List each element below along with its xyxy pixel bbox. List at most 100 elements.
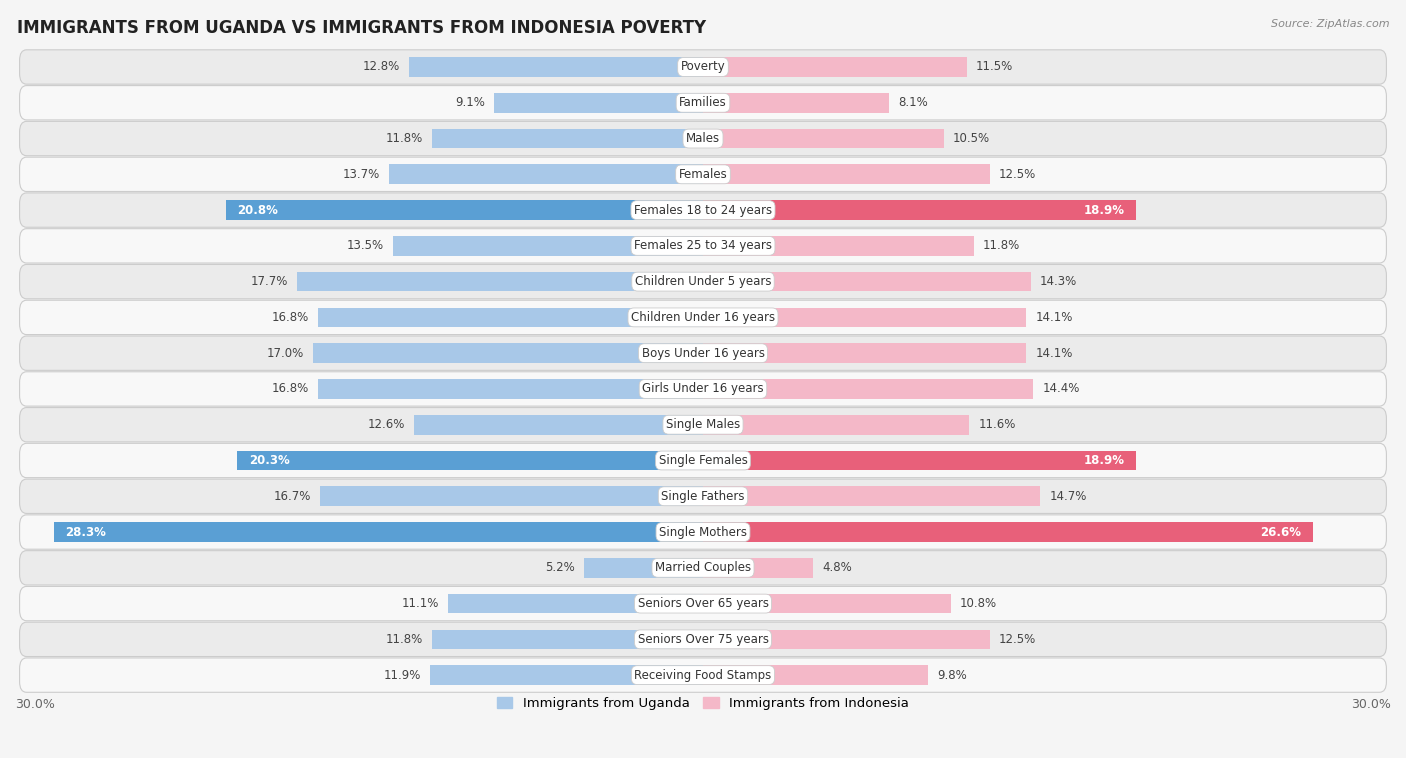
Text: 11.6%: 11.6%	[979, 418, 1015, 431]
FancyBboxPatch shape	[20, 515, 1386, 550]
FancyBboxPatch shape	[20, 587, 1386, 621]
Text: 14.1%: 14.1%	[1036, 311, 1073, 324]
Text: Children Under 5 years: Children Under 5 years	[634, 275, 772, 288]
Bar	[53, 522, 703, 542]
Bar	[409, 57, 703, 77]
Text: 8.1%: 8.1%	[898, 96, 928, 109]
Text: 14.3%: 14.3%	[1040, 275, 1077, 288]
Text: 26.6%: 26.6%	[1261, 525, 1302, 538]
FancyBboxPatch shape	[20, 622, 1386, 656]
Text: 10.5%: 10.5%	[953, 132, 990, 145]
Text: 17.0%: 17.0%	[267, 346, 304, 360]
Text: Boys Under 16 years: Boys Under 16 years	[641, 346, 765, 360]
Text: Girls Under 16 years: Girls Under 16 years	[643, 383, 763, 396]
Text: 12.6%: 12.6%	[367, 418, 405, 431]
Bar	[703, 164, 990, 184]
Text: 14.1%: 14.1%	[1036, 346, 1073, 360]
Text: 20.3%: 20.3%	[249, 454, 290, 467]
Text: 9.1%: 9.1%	[456, 96, 485, 109]
Text: Seniors Over 75 years: Seniors Over 75 years	[637, 633, 769, 646]
Text: 11.9%: 11.9%	[384, 669, 420, 681]
Bar	[703, 236, 973, 255]
Text: 9.8%: 9.8%	[936, 669, 967, 681]
FancyBboxPatch shape	[20, 479, 1386, 513]
Text: 11.8%: 11.8%	[387, 633, 423, 646]
Text: 30.0%: 30.0%	[1351, 698, 1391, 711]
Text: Single Mothers: Single Mothers	[659, 525, 747, 538]
Bar	[703, 308, 1026, 327]
FancyBboxPatch shape	[20, 86, 1386, 120]
Bar	[583, 558, 703, 578]
Text: 11.8%: 11.8%	[983, 240, 1019, 252]
Text: 16.7%: 16.7%	[273, 490, 311, 503]
Bar	[703, 93, 889, 113]
Bar	[433, 129, 703, 149]
FancyBboxPatch shape	[20, 193, 1386, 227]
Bar	[318, 379, 703, 399]
FancyBboxPatch shape	[20, 50, 1386, 84]
Bar	[495, 93, 703, 113]
Text: 10.8%: 10.8%	[960, 597, 997, 610]
Bar	[314, 343, 703, 363]
Text: 30.0%: 30.0%	[15, 698, 55, 711]
Text: 13.7%: 13.7%	[343, 168, 380, 181]
Text: 14.4%: 14.4%	[1042, 383, 1080, 396]
Text: 18.9%: 18.9%	[1084, 454, 1125, 467]
Text: 12.5%: 12.5%	[998, 633, 1036, 646]
Text: 20.8%: 20.8%	[238, 204, 278, 217]
Text: Seniors Over 65 years: Seniors Over 65 years	[637, 597, 769, 610]
Bar	[703, 343, 1026, 363]
FancyBboxPatch shape	[20, 550, 1386, 585]
Bar	[297, 272, 703, 292]
Bar	[703, 272, 1031, 292]
Bar	[321, 487, 703, 506]
Text: 16.8%: 16.8%	[271, 383, 308, 396]
FancyBboxPatch shape	[20, 371, 1386, 406]
Bar	[703, 558, 813, 578]
FancyBboxPatch shape	[20, 443, 1386, 478]
Text: 12.8%: 12.8%	[363, 61, 401, 74]
Text: Females: Females	[679, 168, 727, 181]
Text: Poverty: Poverty	[681, 61, 725, 74]
Text: Females 25 to 34 years: Females 25 to 34 years	[634, 240, 772, 252]
Bar	[226, 200, 703, 220]
Bar	[703, 379, 1033, 399]
FancyBboxPatch shape	[20, 658, 1386, 692]
Bar	[703, 629, 990, 649]
Text: 12.5%: 12.5%	[998, 168, 1036, 181]
Text: Single Females: Single Females	[658, 454, 748, 467]
Text: Females 18 to 24 years: Females 18 to 24 years	[634, 204, 772, 217]
Text: Single Males: Single Males	[666, 418, 740, 431]
FancyBboxPatch shape	[20, 265, 1386, 299]
Bar	[703, 522, 1313, 542]
FancyBboxPatch shape	[20, 300, 1386, 334]
Bar	[318, 308, 703, 327]
Text: Single Fathers: Single Fathers	[661, 490, 745, 503]
Text: 11.1%: 11.1%	[402, 597, 439, 610]
Bar	[703, 594, 950, 613]
Bar	[413, 415, 703, 434]
Bar	[449, 594, 703, 613]
Bar	[703, 487, 1040, 506]
Text: 28.3%: 28.3%	[66, 525, 107, 538]
Bar	[430, 666, 703, 685]
Text: 16.8%: 16.8%	[271, 311, 308, 324]
Bar	[238, 451, 703, 470]
Text: Source: ZipAtlas.com: Source: ZipAtlas.com	[1271, 19, 1389, 29]
Text: Families: Families	[679, 96, 727, 109]
Text: Males: Males	[686, 132, 720, 145]
Bar	[703, 666, 928, 685]
Bar	[433, 629, 703, 649]
Text: 11.5%: 11.5%	[976, 61, 1014, 74]
Text: Children Under 16 years: Children Under 16 years	[631, 311, 775, 324]
Text: IMMIGRANTS FROM UGANDA VS IMMIGRANTS FROM INDONESIA POVERTY: IMMIGRANTS FROM UGANDA VS IMMIGRANTS FRO…	[17, 19, 706, 37]
FancyBboxPatch shape	[20, 408, 1386, 442]
Text: 14.7%: 14.7%	[1049, 490, 1087, 503]
FancyBboxPatch shape	[20, 121, 1386, 155]
Legend: Immigrants from Uganda, Immigrants from Indonesia: Immigrants from Uganda, Immigrants from …	[491, 692, 915, 716]
Bar	[703, 57, 967, 77]
Text: 5.2%: 5.2%	[544, 562, 575, 575]
Bar	[703, 200, 1136, 220]
Bar	[703, 415, 969, 434]
FancyBboxPatch shape	[20, 157, 1386, 192]
